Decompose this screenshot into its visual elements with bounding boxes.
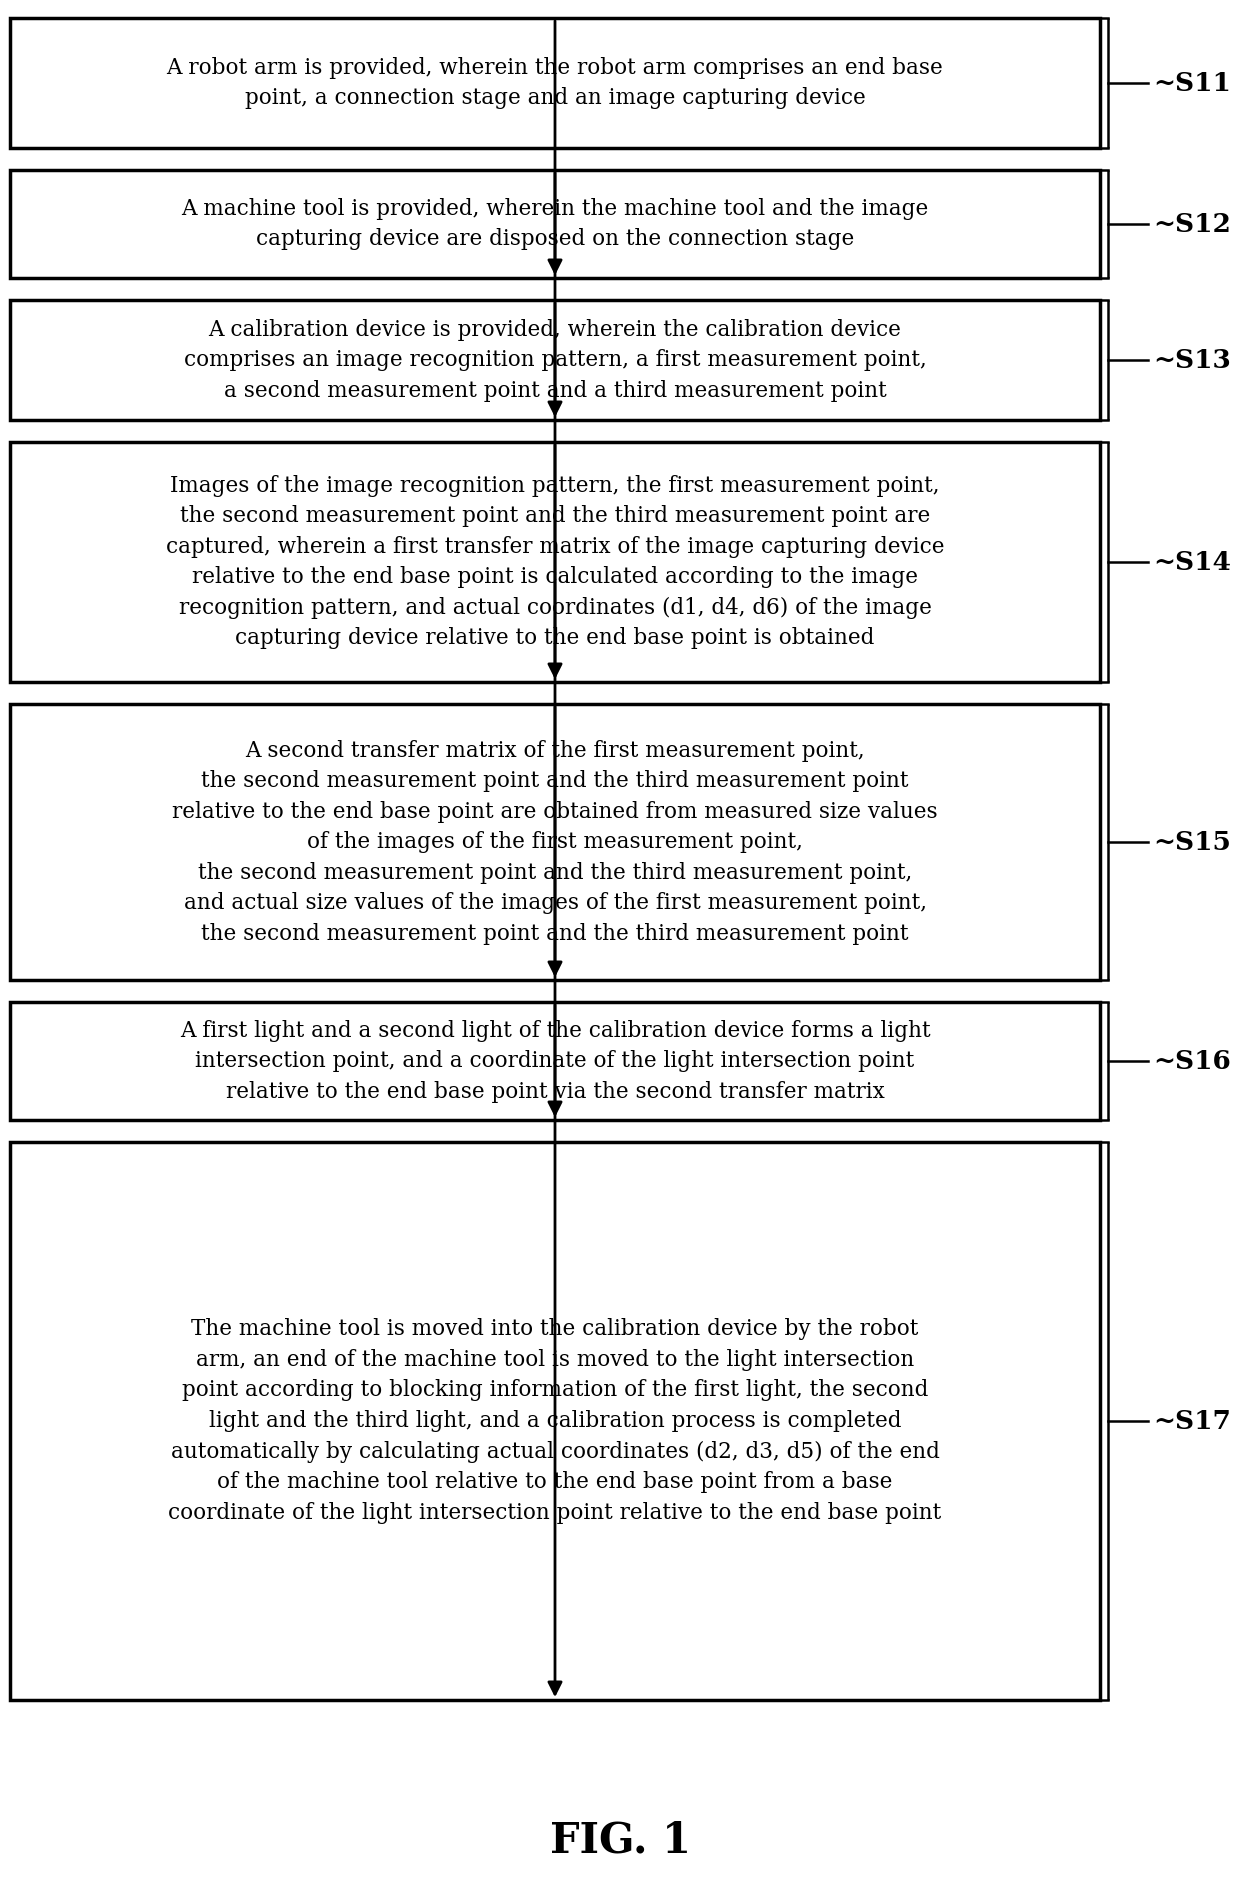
Bar bbox=[10, 19, 1100, 148]
Text: ~S11: ~S11 bbox=[1153, 70, 1231, 95]
Text: A first light and a second light of the calibration device forms a light
interse: A first light and a second light of the … bbox=[180, 1019, 930, 1102]
Text: A robot arm is provided, wherein the robot arm comprises an end base
point, a co: A robot arm is provided, wherein the rob… bbox=[166, 57, 944, 110]
Bar bbox=[10, 299, 1100, 420]
Text: ~S16: ~S16 bbox=[1153, 1049, 1231, 1074]
Text: A machine tool is provided, wherein the machine tool and the image
capturing dev: A machine tool is provided, wherein the … bbox=[181, 197, 929, 250]
Text: The machine tool is moved into the calibration device by the robot
arm, an end o: The machine tool is moved into the calib… bbox=[169, 1318, 941, 1523]
Text: ~S13: ~S13 bbox=[1153, 347, 1231, 373]
Bar bbox=[10, 170, 1100, 278]
Text: ~S15: ~S15 bbox=[1153, 830, 1231, 854]
Bar bbox=[10, 1002, 1100, 1119]
Text: A calibration device is provided, wherein the calibration device
comprises an im: A calibration device is provided, wherei… bbox=[184, 318, 926, 402]
Bar bbox=[10, 1142, 1100, 1701]
Bar bbox=[10, 705, 1100, 979]
Text: A second transfer matrix of the first measurement point,
the second measurement : A second transfer matrix of the first me… bbox=[172, 739, 937, 945]
Text: FIG. 1: FIG. 1 bbox=[549, 1818, 691, 1862]
Text: ~S12: ~S12 bbox=[1153, 212, 1231, 237]
Text: ~S17: ~S17 bbox=[1153, 1409, 1231, 1434]
Text: Images of the image recognition pattern, the first measurement point,
the second: Images of the image recognition pattern,… bbox=[166, 475, 944, 650]
Text: ~S14: ~S14 bbox=[1153, 549, 1231, 574]
Bar bbox=[10, 441, 1100, 682]
